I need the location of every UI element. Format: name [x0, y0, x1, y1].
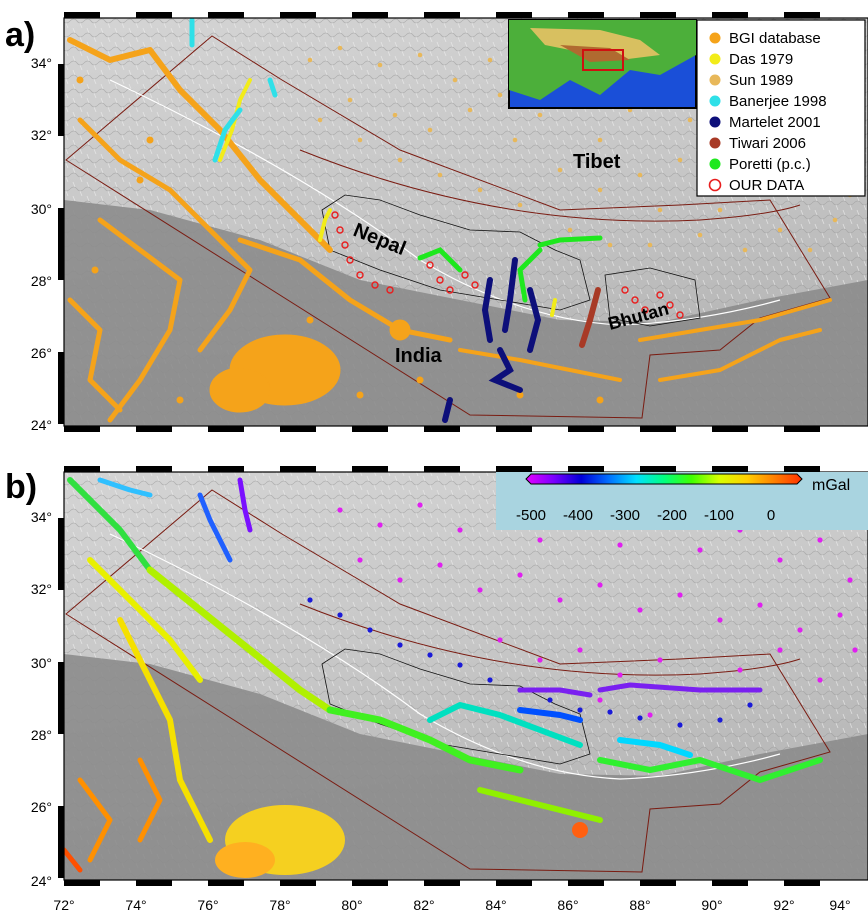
colorbar-ticks: -500 -400 -300 -200 -100 0 [516, 507, 775, 524]
anomaly-blue-points [307, 597, 753, 728]
front-line-a [109, 79, 781, 326]
tiwari-2006-line [579, 287, 601, 348]
svg-text:24°: 24° [31, 417, 52, 433]
legend-marker [709, 116, 721, 128]
legend-marker [709, 158, 721, 170]
svg-text:0: 0 [767, 507, 775, 524]
legend-label: Martelet 2001 [729, 114, 821, 131]
svg-text:88°: 88° [629, 897, 650, 913]
legend-label: OUR DATA [729, 177, 804, 194]
panel-a: BGI database Das 1979 Sun 1989 Banerjee 199… [5, 12, 868, 433]
front-line-b [109, 533, 781, 780]
legend: BGI database Das 1979 Sun 1989 Banerjee 199… [696, 19, 866, 197]
svg-text:72°: 72° [53, 897, 74, 913]
legend-label: Sun 1989 [729, 72, 793, 89]
legend-marker [708, 178, 722, 192]
svg-text:80°: 80° [341, 897, 362, 913]
legend-marker [709, 137, 721, 149]
bgi-database-points [67, 37, 832, 423]
nepal-border [321, 194, 591, 311]
legend-label: Tiwari 2006 [729, 135, 806, 152]
svg-text:86°: 86° [557, 897, 578, 913]
svg-text:26°: 26° [31, 799, 52, 815]
legend-marker [709, 74, 721, 86]
label-tibet: Tibet [573, 151, 621, 173]
svg-text:34°: 34° [31, 55, 52, 71]
x-ticks: 72° 74° 76° 78° 80° 82° 84° 86° 88° 90° … [53, 897, 850, 913]
colorbar: mGal -500 -400 -300 -200 -100 0 [496, 472, 868, 530]
svg-text:30°: 30° [31, 201, 52, 217]
svg-text:90°: 90° [701, 897, 722, 913]
panel-a-label: a) [5, 16, 35, 54]
svg-text:28°: 28° [31, 273, 52, 289]
svg-text:-400: -400 [563, 507, 593, 524]
study-polygon-a [65, 35, 831, 419]
legend-marker [709, 32, 721, 44]
svg-text:82°: 82° [413, 897, 434, 913]
label-india: India [395, 345, 443, 367]
poretti-line-a [417, 235, 603, 303]
frame-ticks-a [58, 12, 820, 432]
y-ticks-a: 34° 32° 30° 28° 26° 24° [31, 55, 52, 433]
svg-text:24°: 24° [31, 873, 52, 889]
legend-label: Das 1979 [729, 51, 793, 68]
svg-text:76°: 76° [197, 897, 218, 913]
anomaly-tracks [64, 477, 823, 873]
martelet-2001-line [442, 257, 542, 423]
legend-label: Banerjee 1998 [729, 93, 827, 110]
legend-label: Poretti (p.c.) [729, 156, 811, 173]
colorbar-unit: mGal [812, 477, 850, 494]
svg-text:-500: -500 [516, 507, 546, 524]
legend-marker [709, 95, 721, 107]
frame-ticks-b [58, 466, 820, 886]
svg-text:-300: -300 [610, 507, 640, 524]
svg-text:74°: 74° [125, 897, 146, 913]
panel-b-label: b) [5, 468, 37, 506]
svg-text:-100: -100 [704, 507, 734, 524]
legend-label: BGI database [729, 30, 821, 47]
bhutan-border [604, 267, 701, 327]
svg-text:30°: 30° [31, 655, 52, 671]
inset-map [508, 19, 697, 109]
svg-text:32°: 32° [31, 581, 52, 597]
y-ticks-b: 34° 32° 30° 28° 26° 24° [31, 509, 52, 889]
svg-text:26°: 26° [31, 345, 52, 361]
svg-text:32°: 32° [31, 127, 52, 143]
sun-1989-points [307, 45, 853, 253]
arc-line-b [299, 603, 801, 676]
our-data-points [331, 211, 684, 319]
svg-text:78°: 78° [269, 897, 290, 913]
legend-marker [709, 53, 721, 65]
svg-text:28°: 28° [31, 727, 52, 743]
study-polygon-b [65, 489, 831, 873]
svg-text:34°: 34° [31, 509, 52, 525]
arc-line-a [299, 149, 801, 222]
svg-text:94°: 94° [829, 897, 850, 913]
panel-b: mGal -500 -400 -300 -200 -100 0 b) 34° 3… [5, 466, 868, 889]
svg-text:-200: -200 [657, 507, 687, 524]
svg-text:92°: 92° [773, 897, 794, 913]
panel-b-map [64, 472, 868, 880]
banerjee-1998-line [189, 18, 278, 163]
svg-text:84°: 84° [485, 897, 506, 913]
